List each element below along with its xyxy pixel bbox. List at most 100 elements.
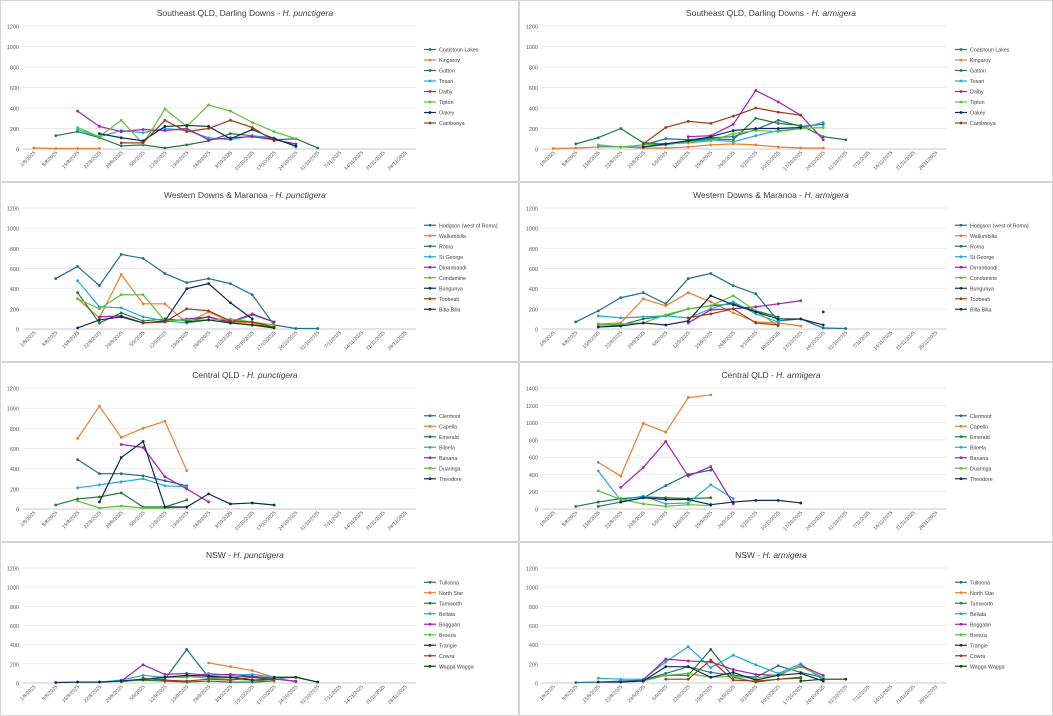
x-tick-label: 10/10/2025 <box>234 510 256 532</box>
data-point <box>229 317 232 321</box>
x-tick-label: 31/10/2025 <box>299 510 321 532</box>
data-point <box>54 134 58 138</box>
data-point <box>596 136 600 140</box>
y-tick-label: 800 <box>529 247 538 253</box>
legend-label: Cambooya <box>439 121 465 127</box>
data-point <box>776 127 780 130</box>
legend-label: Toobeah <box>439 297 459 303</box>
x-tick-label: 22/8/2025 <box>83 330 103 350</box>
data-point <box>709 294 713 298</box>
x-tick-label: 22/8/2025 <box>604 510 624 530</box>
y-tick-label: 1000 <box>7 586 19 592</box>
data-point <box>229 132 232 136</box>
data-point <box>799 146 803 150</box>
legend-label: Breeza <box>439 633 456 639</box>
data-point <box>754 676 758 680</box>
legend-marker <box>959 307 963 311</box>
data-point <box>207 127 210 130</box>
data-point <box>641 422 645 425</box>
data-point <box>163 107 167 111</box>
data-point <box>551 147 555 150</box>
data-point <box>619 145 623 149</box>
data-point <box>754 143 758 147</box>
data-point <box>596 676 600 680</box>
series-line <box>77 478 187 489</box>
data-point <box>731 674 735 678</box>
x-tick-label: 31/10/2025 <box>299 684 321 706</box>
x-tick-label: 29/8/2025 <box>105 150 125 170</box>
data-point <box>731 294 735 298</box>
data-point <box>799 675 803 679</box>
data-point <box>163 272 167 275</box>
x-tick-label: 15/8/2025 <box>61 330 81 350</box>
legend-marker <box>959 601 963 605</box>
data-point <box>709 671 713 674</box>
y-tick-label: 0 <box>16 508 19 514</box>
data-point <box>185 307 189 311</box>
x-tick-label: 22/8/2025 <box>83 510 103 530</box>
data-point <box>185 679 189 683</box>
x-tick-label: 31/10/2025 <box>827 150 849 172</box>
y-tick-label: 400 <box>529 287 538 293</box>
data-point <box>574 320 578 324</box>
data-point <box>641 315 645 319</box>
x-tick-label: 19/9/2025 <box>694 150 714 170</box>
legend-marker <box>428 477 432 481</box>
legend-label: Emerald <box>439 435 459 441</box>
x-tick-label: 26/9/2025 <box>717 150 737 170</box>
data-point <box>754 312 758 316</box>
data-point <box>163 127 167 130</box>
data-point <box>709 143 713 147</box>
data-point <box>185 143 189 147</box>
y-tick-label: 400 <box>10 287 19 293</box>
x-tick-label: 12/9/2025 <box>672 510 692 530</box>
legend-label: Biloela <box>439 445 455 451</box>
x-tick-label: 26/9/2025 <box>717 330 737 350</box>
legend-label: Wallumbilla <box>970 234 997 240</box>
data-point <box>250 120 254 124</box>
data-point <box>844 677 848 681</box>
data-point <box>596 309 600 313</box>
data-point <box>709 483 713 487</box>
chart-title-region: NSW - <box>206 550 233 560</box>
legend-label: Tamworth <box>970 601 993 607</box>
data-point <box>731 500 735 504</box>
chart-title: Central QLD - H. armigera <box>721 370 820 380</box>
x-tick-label: 31/10/2025 <box>827 330 849 352</box>
legend-marker <box>959 297 963 301</box>
series-line <box>598 469 711 507</box>
x-tick-label: 21/11/2025 <box>365 330 387 352</box>
data-point <box>686 319 690 323</box>
legend-marker <box>428 69 432 72</box>
data-point <box>686 672 690 675</box>
data-point <box>185 648 189 651</box>
data-point <box>619 677 623 681</box>
x-tick-label: 17/10/2025 <box>782 510 804 532</box>
x-tick-label: 3/10/2025 <box>214 510 234 530</box>
data-point <box>141 446 145 449</box>
x-tick-label: 29/8/2025 <box>105 684 125 704</box>
data-point <box>776 121 780 125</box>
data-point <box>141 663 145 667</box>
data-point <box>664 304 668 308</box>
line-chart: Western Downs & Maranoa - H. punctigera 0… <box>7 190 498 352</box>
legend-marker <box>959 643 963 647</box>
data-point <box>207 136 210 140</box>
data-point <box>664 660 668 664</box>
legend-label: Dirranbandi <box>439 265 466 271</box>
data-point <box>731 303 735 307</box>
data-point <box>799 113 803 117</box>
x-tick-label: 15/8/2025 <box>582 684 602 704</box>
x-tick-label: 8/8/2025 <box>41 510 59 528</box>
data-point <box>664 313 668 317</box>
data-point <box>776 664 780 668</box>
data-point <box>686 673 690 677</box>
data-point <box>754 106 758 110</box>
data-point <box>119 472 123 476</box>
data-point <box>185 287 189 291</box>
data-point <box>185 320 189 324</box>
data-point <box>619 485 623 489</box>
y-tick-label: 800 <box>10 66 19 72</box>
legend-label: Dirranbandi <box>970 265 997 271</box>
legend-label: Duaringa <box>439 466 461 472</box>
